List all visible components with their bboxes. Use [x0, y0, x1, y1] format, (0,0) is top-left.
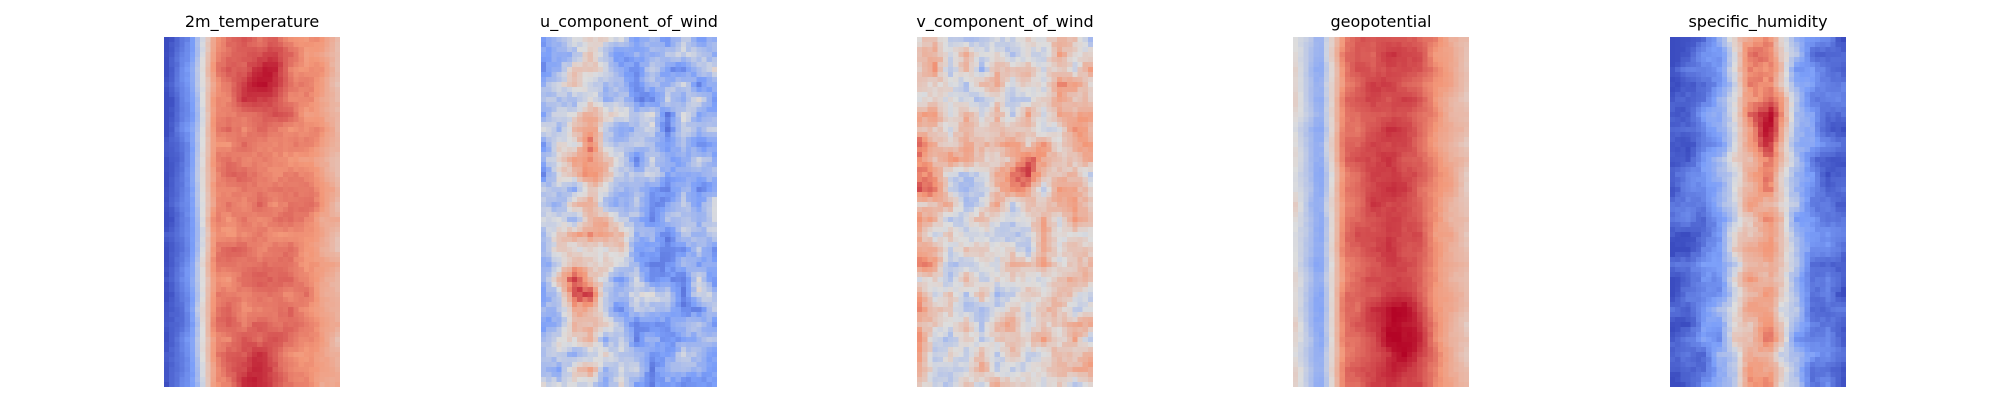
heatmap-u-component-of-wind — [541, 37, 717, 387]
panel-u-component-of-wind: u_component_of_wind — [540, 0, 718, 400]
heatmap-specific-humidity — [1670, 37, 1846, 387]
panel-geopotential: geopotential — [1293, 0, 1469, 400]
panel-title: 2m_temperature — [184, 12, 320, 31]
heatmap-2m-temperature — [164, 37, 340, 387]
heatmap-geopotential — [1293, 37, 1469, 387]
panel-title: u_component_of_wind — [540, 12, 718, 31]
heatmap-v-component-of-wind — [917, 37, 1093, 387]
panel-v-component-of-wind: v_component_of_wind — [916, 0, 1094, 400]
panel-specific-humidity: specific_humidity — [1670, 0, 1846, 400]
panel-title: specific_humidity — [1688, 12, 1828, 31]
panel-title: geopotential — [1330, 12, 1432, 31]
panel-title: v_component_of_wind — [916, 12, 1094, 31]
panel-2m-temperature: 2m_temperature — [164, 0, 340, 400]
